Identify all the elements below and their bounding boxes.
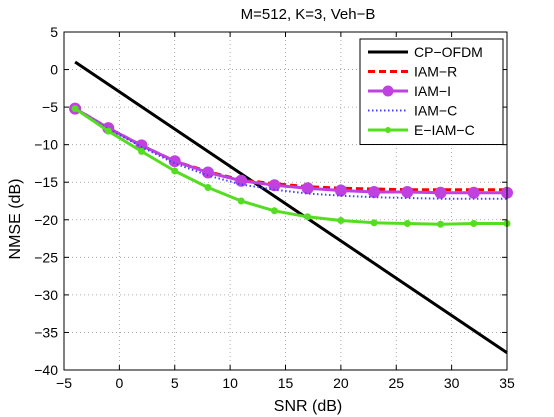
data-point (437, 220, 445, 228)
y-tick-label: −15 (34, 174, 58, 190)
y-tick-label: −40 (34, 362, 58, 378)
legend-entry: IAM−C (368, 103, 457, 119)
series-line (74, 107, 507, 226)
x-tick-label: 30 (444, 375, 460, 391)
data-point (401, 185, 414, 198)
y-tick-label: −10 (34, 137, 58, 153)
y-tick-label: −30 (34, 287, 58, 303)
data-point (201, 166, 214, 179)
y-tick-label: −5 (42, 99, 58, 115)
x-tick-label: 0 (115, 375, 123, 391)
data-point (237, 197, 245, 205)
data-point (368, 185, 381, 198)
y-tick-label: 0 (50, 62, 58, 78)
legend: CP−OFDM IAM−R IAM−I IAM−C E−IAM−C (359, 38, 504, 145)
data-point (304, 213, 312, 221)
x-tick-label: 15 (278, 375, 294, 391)
x-tick-label: 25 (388, 375, 404, 391)
legend-label: IAM−I (414, 83, 451, 99)
data-point (138, 147, 146, 155)
x-tick-label: 35 (499, 375, 515, 391)
x-tick-label: 10 (222, 375, 238, 391)
legend-entry: IAM−I (368, 83, 451, 99)
legend-marker (382, 85, 394, 97)
data-point (370, 219, 378, 227)
data-point (270, 207, 278, 215)
y-axis-title: NMSE (dB) (7, 179, 24, 260)
y-tick-label: −25 (34, 249, 58, 265)
data-point (403, 220, 411, 228)
data-point (334, 184, 347, 197)
x-tick-label: 5 (171, 375, 179, 391)
ticks: −5 0 5 10 15 20 25 30 35 5 0 −5 −10 −15 −20 −25 −30 −35 −4… (34, 24, 515, 391)
data-point (268, 179, 281, 192)
series-4 (71, 105, 511, 228)
legend-entry: IAM−R (368, 64, 457, 80)
data-point (337, 217, 345, 225)
legend-label: IAM−R (414, 64, 457, 80)
series-line (74, 60, 508, 354)
y-tick-label: −35 (34, 324, 58, 340)
data-point (301, 182, 314, 195)
y-tick-label: −20 (34, 212, 58, 228)
data-point (470, 220, 478, 228)
chart-title: M=512, K=3, Veh−B (241, 6, 376, 23)
x-axis-title: SNR (dB) (274, 398, 342, 415)
data-point (434, 186, 447, 199)
data-point (235, 174, 248, 187)
legend-entry: E−IAM−C (368, 122, 475, 138)
data-point (467, 186, 480, 199)
x-tick-label: −5 (56, 375, 72, 391)
series-0 (74, 60, 508, 354)
data-point (171, 167, 179, 175)
legend-marker (385, 127, 391, 133)
legend-label: CP−OFDM (414, 44, 483, 60)
series-layer (69, 60, 513, 354)
data-point (104, 127, 112, 135)
data-point (71, 105, 79, 113)
x-tick-label: 20 (333, 375, 349, 391)
legend-entry: CP−OFDM (368, 44, 483, 60)
data-point (204, 183, 212, 191)
legend-label: IAM−C (414, 103, 457, 119)
legend-label: E−IAM−C (414, 122, 475, 138)
y-tick-label: 5 (50, 24, 58, 40)
